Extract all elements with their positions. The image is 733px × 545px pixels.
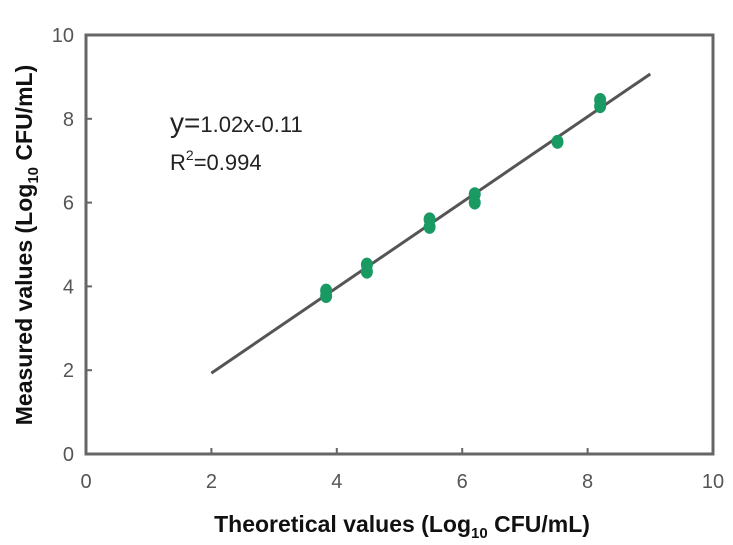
x-tick-label: 10: [702, 471, 724, 493]
r-squared-sup: 2: [186, 147, 194, 163]
x-tick-label: 4: [331, 471, 342, 493]
x-axis-title-post: CFU/mL): [488, 511, 590, 537]
y-axis-title-pre: Measured values (Log: [11, 184, 37, 426]
x-axis-title-pre: Theoretical values (Log: [214, 511, 471, 537]
x-tick-label: 6: [457, 471, 468, 493]
r-squared-text: R2=0.994: [170, 147, 262, 175]
data-point: [551, 134, 564, 149]
y-axis-title-sub: 10: [25, 167, 42, 184]
data-point: [360, 264, 373, 279]
r-squared-label: R: [170, 150, 186, 175]
x-tick-labels: 0 2 4 6 8 10: [80, 471, 724, 493]
y-tick-label: 2: [63, 360, 74, 382]
data-points: [320, 92, 607, 304]
y-axis-title: Measured values (Log10 CFU/mL): [11, 65, 42, 425]
y-axis-title-post: CFU/mL): [11, 65, 37, 167]
y-tick-label: 4: [63, 276, 74, 298]
equation-body: 1.02x-0.11: [200, 112, 302, 137]
y-tick-labels: 0 2 4 6 8 10: [52, 25, 74, 466]
y-tick-label: 8: [63, 109, 74, 131]
y-tick-label: 6: [63, 193, 74, 215]
x-tick-label: 0: [80, 471, 91, 493]
x-tick-label: 2: [206, 471, 217, 493]
x-axis-title-sub: 10: [471, 525, 488, 542]
plot-frame: [84, 33, 715, 456]
x-axis-title: Theoretical values (Log10 CFU/mL): [214, 511, 590, 542]
data-point: [594, 99, 607, 114]
equation-text: y=1.02x-0.11: [170, 107, 303, 138]
y-tick-label: 10: [52, 25, 74, 47]
equation-prefix: y=: [170, 107, 200, 138]
data-point: [423, 219, 436, 234]
data-point: [320, 289, 333, 304]
data-point: [468, 195, 481, 210]
y-tick-label: 0: [63, 444, 74, 466]
r-squared-value: =0.994: [194, 150, 262, 175]
x-tick-label: 8: [582, 471, 593, 493]
